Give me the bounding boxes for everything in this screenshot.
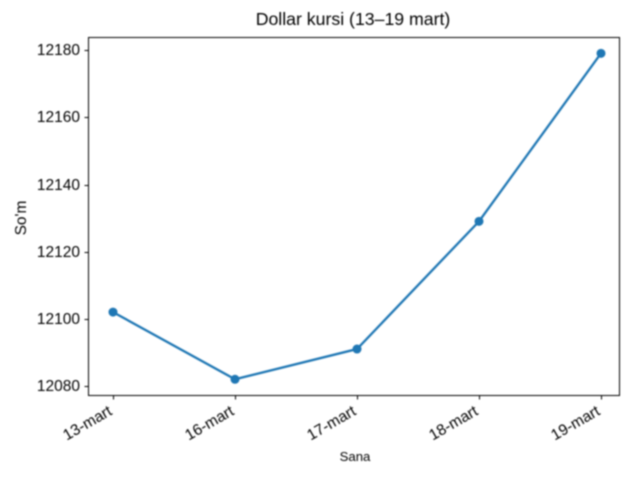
svg-text:12180: 12180 [37,42,80,59]
svg-text:Sana: Sana [340,449,371,464]
svg-text:17-mart: 17-mart [304,402,359,444]
svg-text:12080: 12080 [37,378,80,395]
svg-text:12120: 12120 [37,244,80,261]
svg-text:13-mart: 13-mart [60,402,115,444]
svg-text:12100: 12100 [37,311,80,328]
svg-text:16-mart: 16-mart [182,402,237,444]
svg-text:12160: 12160 [37,109,80,126]
svg-text:So'm: So'm [13,201,30,236]
svg-text:18-mart: 18-mart [426,402,481,444]
svg-text:12140: 12140 [37,177,80,194]
svg-text:Dollar kursi (13–19 mart): Dollar kursi (13–19 mart) [256,9,451,29]
svg-text:19-mart: 19-mart [548,402,603,444]
